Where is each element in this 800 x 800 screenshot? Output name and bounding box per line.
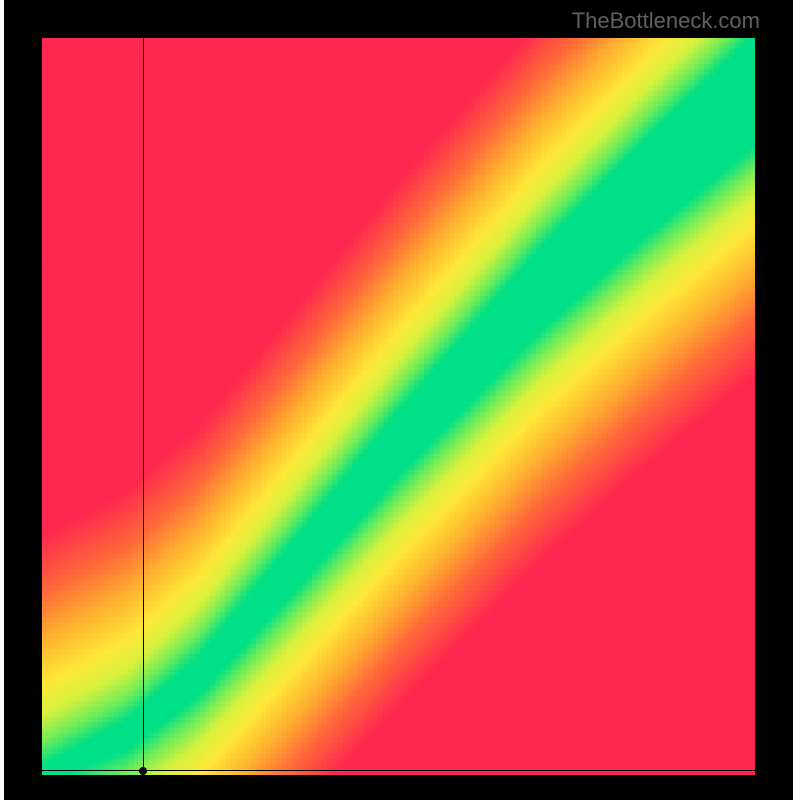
chart-container: TheBottleneck.com — [0, 0, 800, 800]
frame-border-right — [755, 38, 793, 775]
marker-point — [139, 767, 147, 775]
frame-border-bottom — [4, 775, 793, 800]
crosshair-vertical — [143, 38, 144, 775]
crosshair-horizontal — [42, 770, 755, 771]
frame-border-left — [4, 38, 42, 775]
watermark-text: TheBottleneck.com — [572, 8, 760, 34]
bottleneck-heatmap-canvas — [42, 38, 755, 775]
